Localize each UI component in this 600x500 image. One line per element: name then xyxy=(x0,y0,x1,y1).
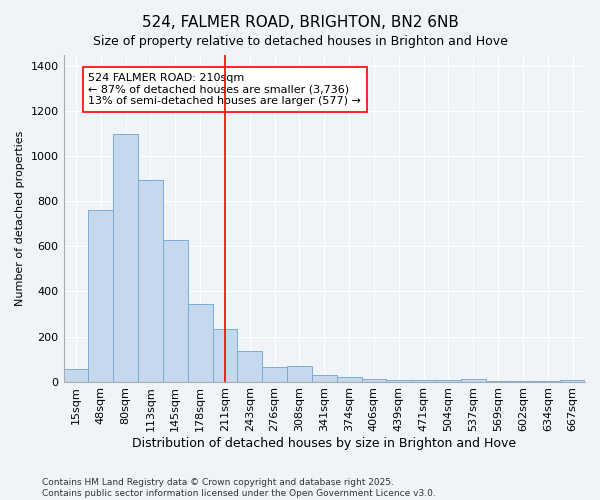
Bar xyxy=(436,380,461,382)
Bar xyxy=(188,304,212,382)
Text: Size of property relative to detached houses in Brighton and Hove: Size of property relative to detached ho… xyxy=(92,35,508,48)
Y-axis label: Number of detached properties: Number of detached properties xyxy=(15,130,25,306)
Bar xyxy=(88,210,113,382)
X-axis label: Distribution of detached houses by size in Brighton and Hove: Distribution of detached houses by size … xyxy=(132,437,517,450)
Bar xyxy=(113,134,138,382)
Bar xyxy=(485,381,511,382)
Bar xyxy=(386,380,411,382)
Bar xyxy=(411,380,436,382)
Bar xyxy=(312,375,337,382)
Bar xyxy=(461,380,485,382)
Bar xyxy=(262,367,287,382)
Text: 524, FALMER ROAD, BRIGHTON, BN2 6NB: 524, FALMER ROAD, BRIGHTON, BN2 6NB xyxy=(142,15,458,30)
Bar xyxy=(287,366,312,382)
Bar xyxy=(163,240,188,382)
Bar xyxy=(362,380,386,382)
Text: Contains HM Land Registry data © Crown copyright and database right 2025.
Contai: Contains HM Land Registry data © Crown c… xyxy=(42,478,436,498)
Bar xyxy=(238,351,262,382)
Bar xyxy=(138,180,163,382)
Bar xyxy=(212,328,238,382)
Bar xyxy=(64,369,88,382)
Bar xyxy=(560,380,585,382)
Text: 524 FALMER ROAD: 210sqm
← 87% of detached houses are smaller (3,736)
13% of semi: 524 FALMER ROAD: 210sqm ← 87% of detache… xyxy=(88,73,361,106)
Bar xyxy=(337,377,362,382)
